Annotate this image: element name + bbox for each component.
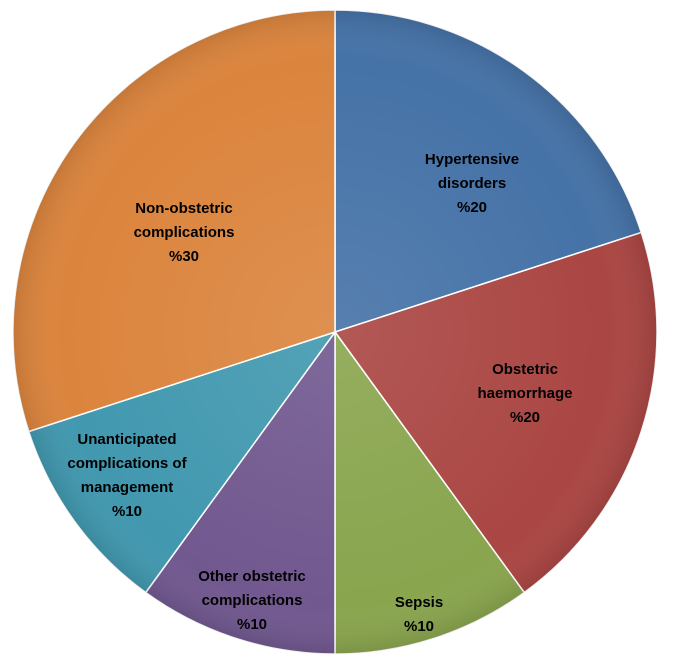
slice-label-line: complications of [67, 455, 187, 472]
pie-slice-label-3: Sepsis %10 [395, 594, 443, 635]
pie-slice-label-1: Hypertensive disorders %20 [425, 151, 519, 216]
pie-slices [12, 9, 658, 655]
slice-value-text: %10 [112, 503, 142, 520]
slice-label-line: Unanticipated [77, 431, 176, 448]
slice-label-line: Sepsis [395, 594, 443, 611]
slice-value-text: %10 [404, 618, 434, 635]
slice-label-line: complications [134, 224, 235, 241]
slice-label-line: Hypertensive [425, 151, 519, 168]
pie-slice-label-2: Obstetric haemorrhage %20 [477, 361, 572, 426]
slice-label-line: Other obstetric [198, 568, 306, 585]
pie-slice-label-6: Non-obstetric complications %30 [134, 200, 235, 265]
slice-label-line: complications [202, 592, 303, 609]
slice-label-line: haemorrhage [477, 385, 572, 402]
slice-label-line: management [81, 479, 174, 496]
slice-label-line: disorders [438, 175, 506, 192]
slice-value-text: %10 [237, 616, 267, 633]
pie-slice-label-5: Unanticipated complications of management%… [67, 431, 187, 520]
slice-value-text: %20 [457, 199, 487, 216]
slice-label-line: Obstetric [492, 361, 558, 378]
slice-value-text: %30 [169, 248, 199, 265]
pie-labels: Hypertensive disorders %20 Obstetric haemorr… [67, 151, 572, 635]
slice-value-text: %20 [510, 409, 540, 426]
pie-slice-label-4: Other obstetric complications %10 [198, 568, 306, 633]
slice-label-line: Non-obstetric [135, 200, 233, 217]
